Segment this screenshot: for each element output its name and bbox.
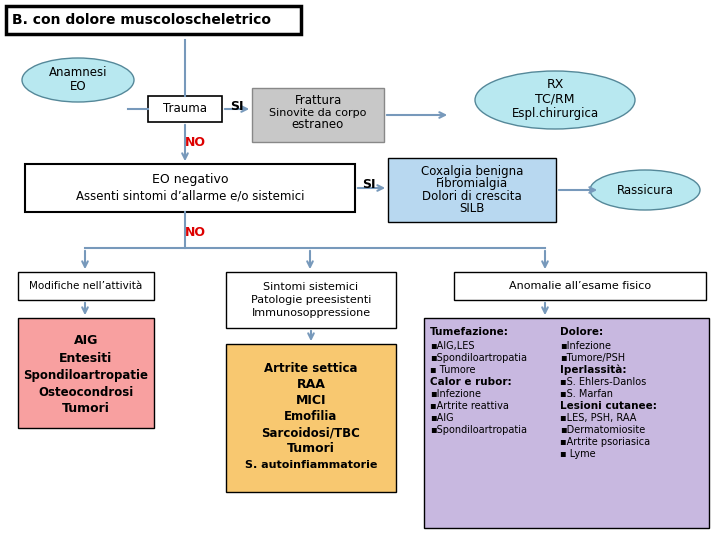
Text: Sarcoidosi/TBC: Sarcoidosi/TBC (261, 427, 361, 440)
FancyBboxPatch shape (148, 96, 222, 122)
Text: ▪Artrite psoriasica: ▪Artrite psoriasica (560, 437, 650, 447)
Text: Immunosoppressione: Immunosoppressione (251, 308, 371, 318)
FancyBboxPatch shape (252, 88, 384, 142)
Text: Modifiche nell’attività: Modifiche nell’attività (30, 281, 143, 291)
Text: Tumefazione:: Tumefazione: (430, 327, 509, 337)
Text: ▪LES, PSH, RAA: ▪LES, PSH, RAA (560, 413, 636, 423)
Text: NO: NO (184, 136, 205, 148)
Text: Dolore:: Dolore: (560, 327, 603, 337)
Text: ▪Artrite reattiva: ▪Artrite reattiva (430, 401, 509, 411)
Text: Tumori: Tumori (62, 402, 110, 415)
FancyBboxPatch shape (6, 6, 301, 34)
Text: Anamnesi: Anamnesi (49, 65, 107, 78)
Text: Osteocondrosi: Osteocondrosi (38, 386, 134, 399)
Text: ▪AIG: ▪AIG (430, 413, 454, 423)
Text: TC/RM: TC/RM (535, 92, 575, 105)
Ellipse shape (22, 58, 134, 102)
Text: Frattura: Frattura (294, 94, 341, 107)
Text: Iperlassità:: Iperlassità: (560, 364, 626, 375)
Text: Spondiloartropatie: Spondiloartropatie (24, 368, 148, 381)
Text: MICI: MICI (296, 395, 326, 408)
Text: Espl.chirurgica: Espl.chirurgica (511, 106, 598, 119)
Text: ▪S. Marfan: ▪S. Marfan (560, 389, 613, 399)
FancyBboxPatch shape (388, 158, 556, 222)
Text: Entesiti: Entesiti (59, 352, 112, 365)
Text: Dolori di crescita: Dolori di crescita (422, 190, 522, 202)
Text: ▪Spondiloartropatia: ▪Spondiloartropatia (430, 353, 527, 363)
Text: Emofilia: Emofilia (284, 410, 338, 423)
Text: SILB: SILB (459, 201, 485, 214)
Text: estraneo: estraneo (292, 118, 344, 132)
Text: Tumori: Tumori (287, 442, 335, 456)
FancyBboxPatch shape (25, 164, 355, 212)
Text: Trauma: Trauma (163, 103, 207, 116)
Text: ▪Infezione: ▪Infezione (560, 341, 611, 351)
Text: Sintomi sistemici: Sintomi sistemici (264, 282, 359, 292)
Text: RX: RX (546, 78, 564, 91)
Text: EO negativo: EO negativo (152, 173, 228, 186)
FancyBboxPatch shape (18, 272, 154, 300)
Text: Patologie preesistenti: Patologie preesistenti (251, 295, 372, 305)
Text: B. con dolore muscoloscheletrico: B. con dolore muscoloscheletrico (12, 13, 271, 27)
Text: ▪AIG,LES: ▪AIG,LES (430, 341, 474, 351)
Text: Sinovite da corpo: Sinovite da corpo (269, 108, 366, 118)
Text: Fibromialgia: Fibromialgia (436, 178, 508, 191)
Text: RAA: RAA (297, 379, 325, 392)
Text: SI: SI (362, 179, 376, 192)
Ellipse shape (475, 71, 635, 129)
Text: ▪Infezione: ▪Infezione (430, 389, 481, 399)
Text: Rassicura: Rassicura (616, 184, 673, 197)
Text: EO: EO (70, 79, 86, 92)
Text: SI: SI (230, 99, 244, 112)
FancyBboxPatch shape (424, 318, 709, 528)
Text: NO: NO (184, 226, 205, 239)
FancyBboxPatch shape (454, 272, 706, 300)
Text: Calor e rubor:: Calor e rubor: (430, 377, 512, 387)
Ellipse shape (590, 170, 700, 210)
FancyBboxPatch shape (226, 344, 396, 492)
Text: ▪ Lyme: ▪ Lyme (560, 449, 595, 459)
Text: Lesioni cutanee:: Lesioni cutanee: (560, 401, 657, 411)
Text: Artrite settica: Artrite settica (264, 361, 358, 375)
FancyBboxPatch shape (18, 318, 154, 428)
Text: ▪ Tumore: ▪ Tumore (430, 365, 475, 375)
Text: Anomalie all’esame fisico: Anomalie all’esame fisico (509, 281, 651, 291)
FancyBboxPatch shape (226, 272, 396, 328)
Text: ▪Tumore/PSH: ▪Tumore/PSH (560, 353, 625, 363)
Text: ▪Dermatomiosite: ▪Dermatomiosite (560, 425, 645, 435)
Text: ▪S. Ehlers-Danlos: ▪S. Ehlers-Danlos (560, 377, 647, 387)
Text: S. autoinfiammatorie: S. autoinfiammatorie (245, 460, 377, 470)
Text: AIG: AIG (74, 334, 98, 347)
Text: Coxalgia benigna: Coxalgia benigna (420, 165, 523, 179)
Text: ▪Spondiloartropatia: ▪Spondiloartropatia (430, 425, 527, 435)
Text: Assenti sintomi d’allarme e/o sistemici: Assenti sintomi d’allarme e/o sistemici (76, 190, 305, 202)
